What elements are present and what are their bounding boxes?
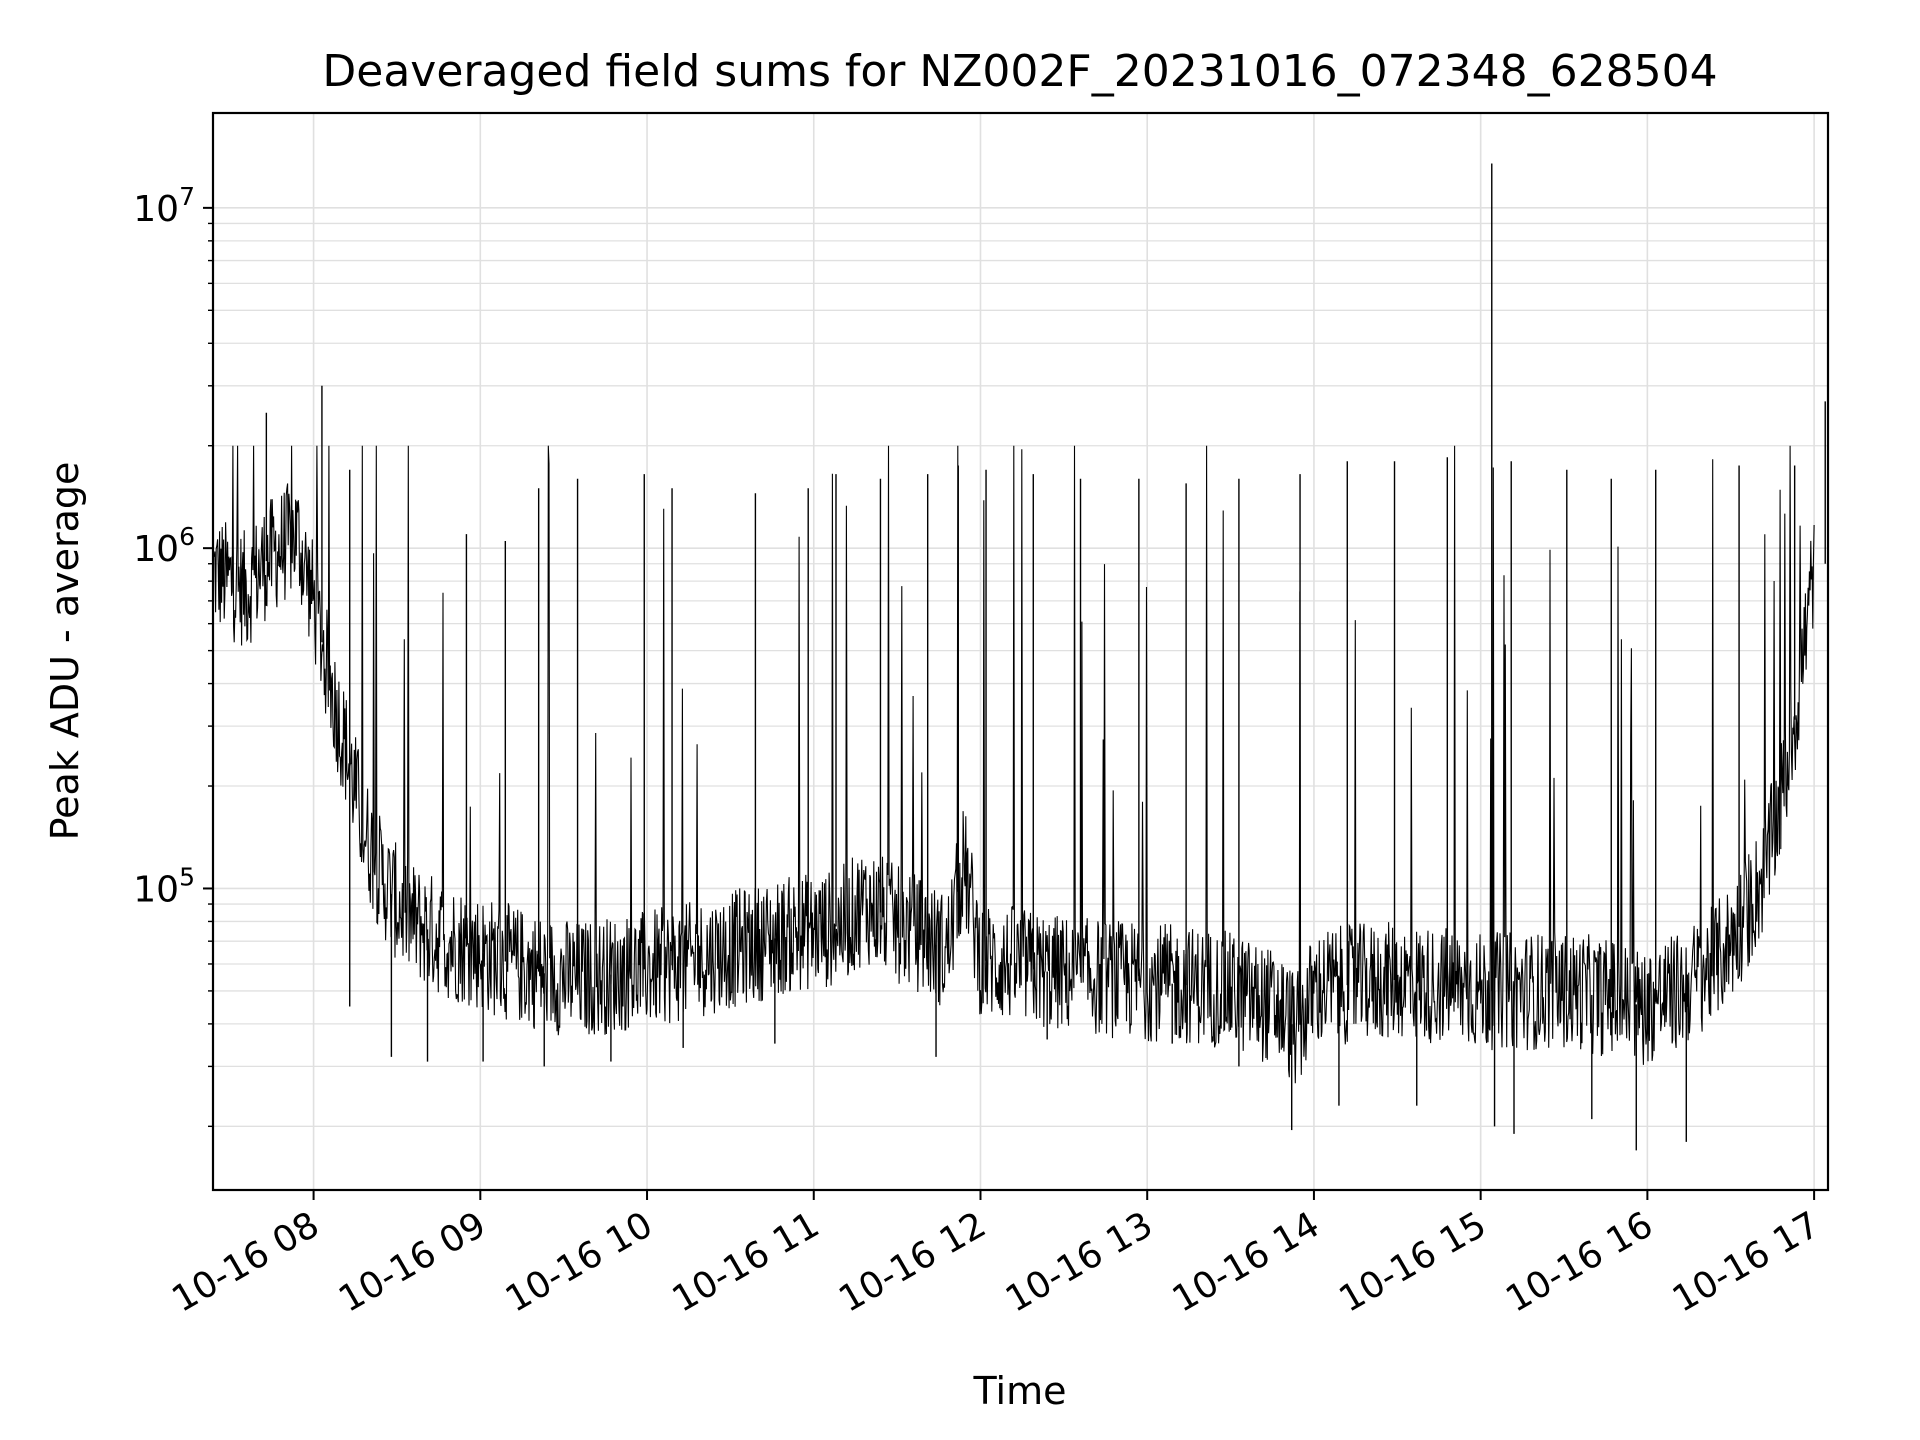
x-tick-label: 10-16 17 — [1666, 1204, 1827, 1320]
x-tick-label: 10-16 09 — [332, 1204, 493, 1320]
x-tick-label: 10-16 14 — [1166, 1204, 1327, 1320]
x-tick-label: 10-16 16 — [1499, 1204, 1660, 1320]
y-tick-label: 107 — [133, 182, 195, 230]
chart-title: Deaveraged field sums for NZ002F_2023101… — [322, 46, 1717, 97]
plot-frame — [211, 111, 1830, 1192]
y-tick-label: 106 — [133, 522, 195, 570]
x-axis-label: Time — [973, 1369, 1067, 1413]
x-tick-label: 10-16 08 — [165, 1204, 326, 1320]
y-axis-label: Peak ADU - average — [43, 462, 87, 841]
series-line — [213, 445, 1815, 1084]
x-tick-label: 10-16 11 — [666, 1204, 827, 1320]
x-tick-label: 10-16 12 — [832, 1204, 993, 1320]
x-tick-label: 10-16 15 — [1332, 1204, 1493, 1320]
x-tick-label: 10-16 10 — [499, 1204, 660, 1320]
x-tick-label: 10-16 13 — [999, 1204, 1160, 1320]
y-tick-label: 105 — [133, 862, 195, 910]
grid-layer — [213, 113, 1828, 1190]
data-layer — [213, 163, 1826, 1151]
